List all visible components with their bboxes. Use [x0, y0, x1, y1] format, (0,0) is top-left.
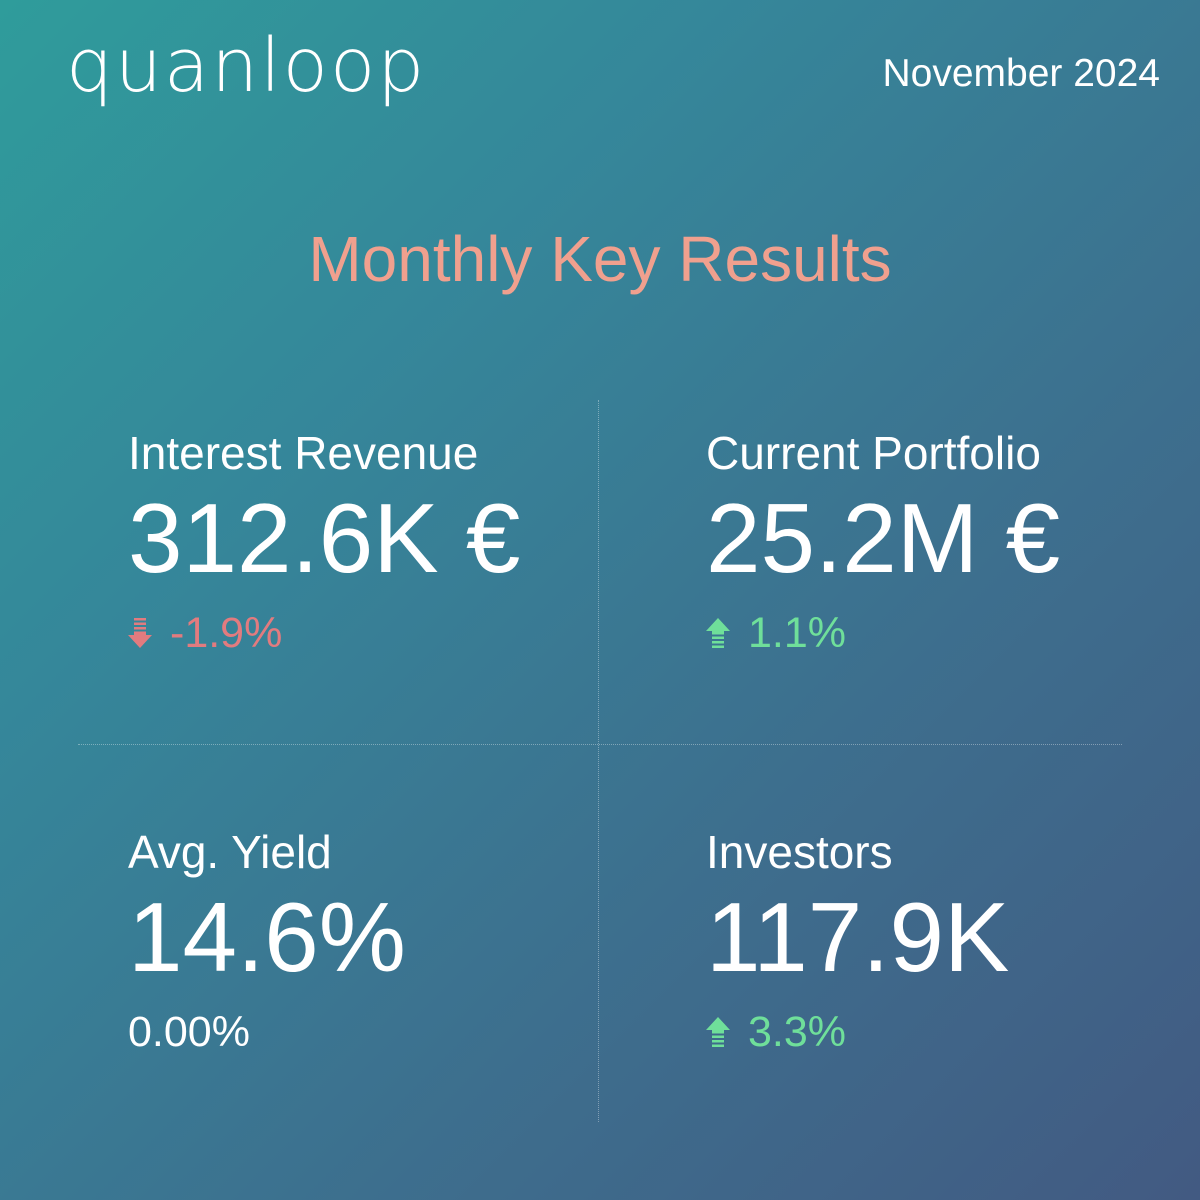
metric-change: 1.1%	[706, 605, 1186, 661]
metric-label: Avg. Yield	[128, 826, 332, 878]
quanloop-logo: quanloop	[66, 23, 427, 109]
horizontal-divider	[78, 744, 1122, 745]
metric-change: 0.00%	[128, 1004, 608, 1060]
metric-current-portfolio: Current Portfolio 25.2M € 1.1%	[706, 425, 1186, 661]
metric-avg-yield: Avg. Yield 14.6% 0.00%	[128, 824, 608, 1060]
metric-value: 14.6%	[128, 882, 406, 992]
metric-value: 25.2M €	[706, 483, 1061, 593]
metric-label: Interest Revenue	[128, 427, 479, 479]
metric-value: 312.6K €	[128, 483, 521, 593]
page-title: Monthly Key Results	[308, 223, 892, 295]
metric-change-value: 0.00%	[128, 1008, 250, 1056]
metric-change: 3.3%	[706, 1004, 1186, 1060]
metric-change-value: 3.3%	[748, 1008, 847, 1056]
metric-investors: Investors 117.9K 3.3%	[706, 824, 1186, 1060]
arrow-down-icon	[128, 618, 152, 648]
metric-change-value: -1.9%	[170, 609, 283, 657]
report-date: November 2024	[882, 52, 1161, 95]
vertical-divider	[598, 400, 599, 1122]
arrow-up-icon	[706, 1017, 730, 1047]
metric-interest-revenue: Interest Revenue 312.6K € -1.9%	[128, 425, 608, 661]
metric-change: -1.9%	[128, 605, 608, 661]
metric-label: Current Portfolio	[706, 427, 1041, 479]
metric-value: 117.9K	[706, 882, 1010, 992]
arrow-up-icon	[706, 618, 730, 648]
metric-label: Investors	[706, 826, 893, 878]
metric-change-value: 1.1%	[748, 609, 847, 657]
